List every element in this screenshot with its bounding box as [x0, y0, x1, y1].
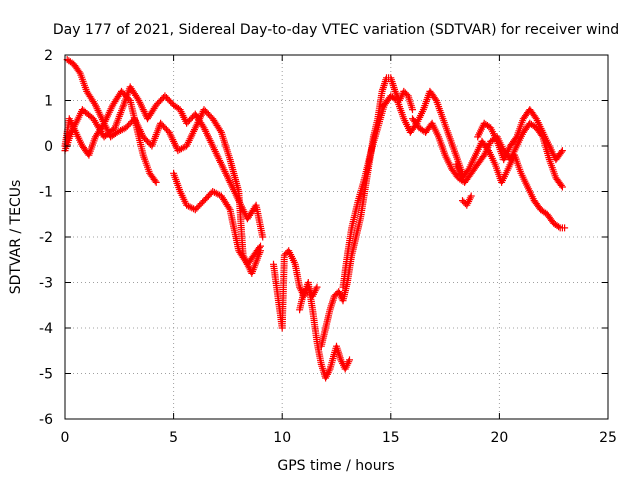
series-track-f [296, 283, 321, 314]
y-tick-label: -6 [39, 412, 53, 428]
marker-trail [409, 115, 566, 191]
series-track-j [452, 137, 569, 232]
data-points [61, 56, 569, 382]
x-tick-label: 15 [382, 430, 400, 446]
y-tick-label: 0 [44, 139, 53, 155]
marker-trail [474, 106, 566, 164]
x-tick-label: 25 [599, 430, 617, 446]
series-track-c [63, 56, 264, 277]
x-tick-label: 10 [273, 430, 291, 446]
series-track-k [474, 106, 566, 164]
marker-trail [296, 283, 321, 314]
marker-trail [452, 137, 569, 232]
x-axis-label: GPS time / hours [277, 458, 394, 474]
x-tick-label: 5 [169, 430, 178, 446]
marker-trail [459, 192, 475, 209]
y-tick-label: -3 [39, 276, 53, 292]
marker-trail [63, 56, 264, 277]
y-tick-label: -5 [39, 367, 53, 383]
series-track-h [339, 87, 466, 291]
y-tick-label: -4 [39, 321, 53, 337]
series-track-l [459, 192, 475, 209]
y-tick-label: 2 [44, 48, 53, 64]
marker-trail [339, 87, 466, 291]
y-tick-label: 1 [44, 94, 53, 110]
series-track-a [61, 83, 267, 241]
chart-title: Day 177 of 2021, Sidereal Day-to-day VTE… [53, 22, 619, 38]
y-tick-label: -2 [39, 230, 53, 246]
marker-trail [170, 169, 264, 268]
y-axis-label: SDTVAR / TECUs [8, 180, 24, 295]
marker-trail [61, 83, 267, 241]
series-track-d [170, 169, 264, 268]
series-track-g [317, 74, 416, 350]
x-tick-label: 0 [61, 430, 70, 446]
series-track-i [409, 115, 566, 191]
y-tick-label: -1 [39, 185, 53, 201]
x-tick-label: 20 [490, 430, 508, 446]
marker-trail [317, 74, 416, 350]
